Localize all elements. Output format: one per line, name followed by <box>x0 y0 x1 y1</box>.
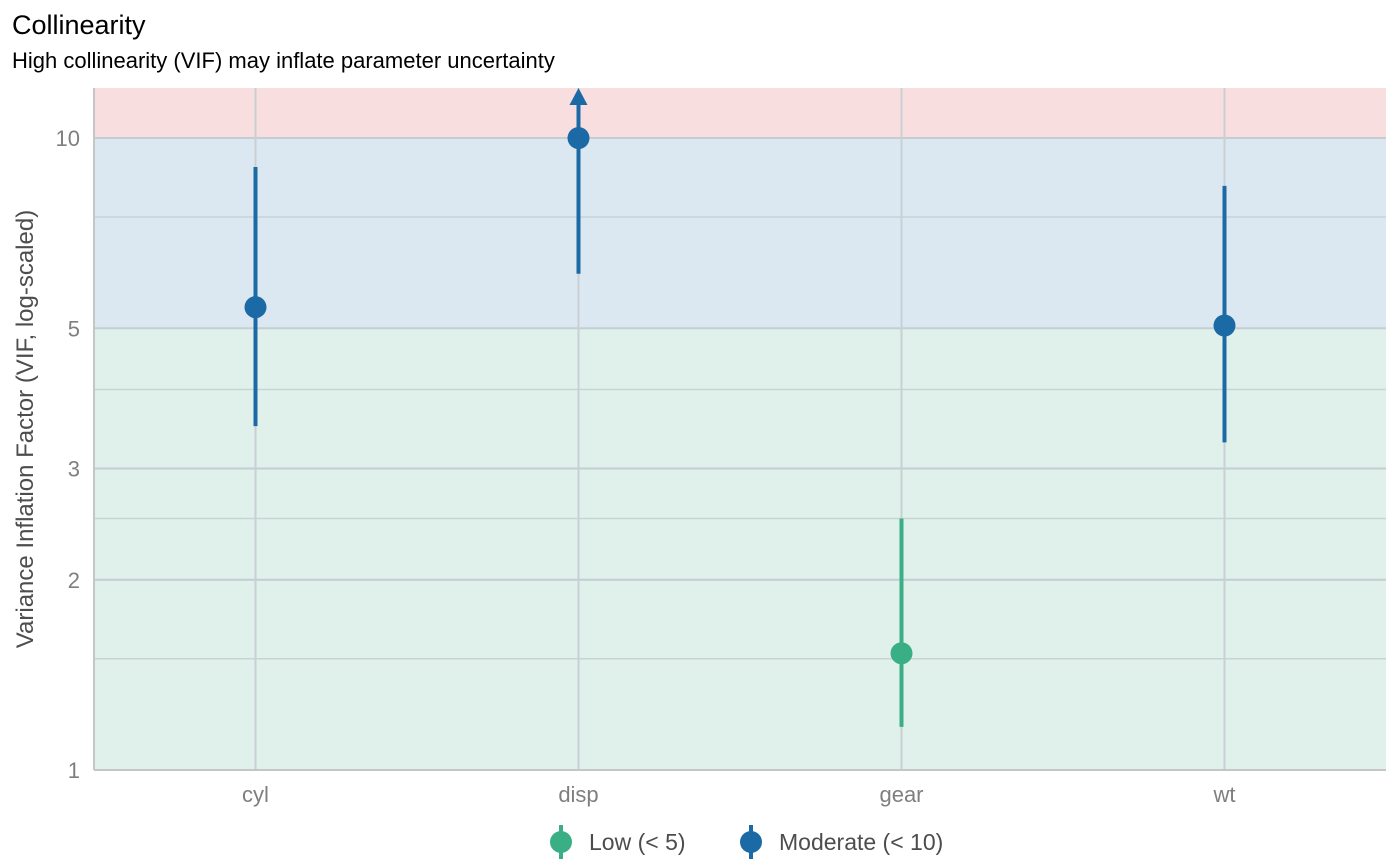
legend-item: Moderate (< 10) <box>740 825 943 859</box>
legend: Low (< 5) Moderate (< 10) <box>550 825 943 859</box>
legend-label: Moderate (< 10) <box>779 829 943 855</box>
truncation-arrow-disp <box>569 88 588 105</box>
legend-item: Low (< 5) <box>550 825 686 859</box>
point-disp <box>567 127 590 150</box>
legend-key-point <box>740 831 762 853</box>
plot-area: 1 2 3 5 10 cyl disp gear wt <box>56 88 1386 807</box>
y-tick-label: 5 <box>68 316 80 341</box>
x-tick-label: gear <box>879 782 923 807</box>
y-tick-label: 1 <box>68 758 80 783</box>
zone-high <box>94 88 1386 139</box>
point-gear <box>890 642 913 665</box>
x-tick-label: disp <box>558 782 598 807</box>
zone-low <box>94 328 1386 770</box>
y-tick-label: 2 <box>68 568 80 593</box>
point-cyl <box>244 296 267 319</box>
point-wt <box>1213 314 1236 337</box>
x-tick-label: cyl <box>242 782 269 807</box>
y-tick-label: 3 <box>68 456 80 481</box>
chart-title: Collinearity <box>12 10 146 40</box>
x-tick-label: wt <box>1213 782 1236 807</box>
y-axis-label: Variance Inflation Factor (VIF, log-scal… <box>12 210 39 648</box>
zone-moderate <box>94 138 1386 329</box>
legend-label: Low (< 5) <box>589 829 686 855</box>
y-tick-label: 10 <box>56 126 80 151</box>
legend-key-point <box>550 831 572 853</box>
chart-subtitle: High collinearity (VIF) may inflate para… <box>12 48 555 73</box>
